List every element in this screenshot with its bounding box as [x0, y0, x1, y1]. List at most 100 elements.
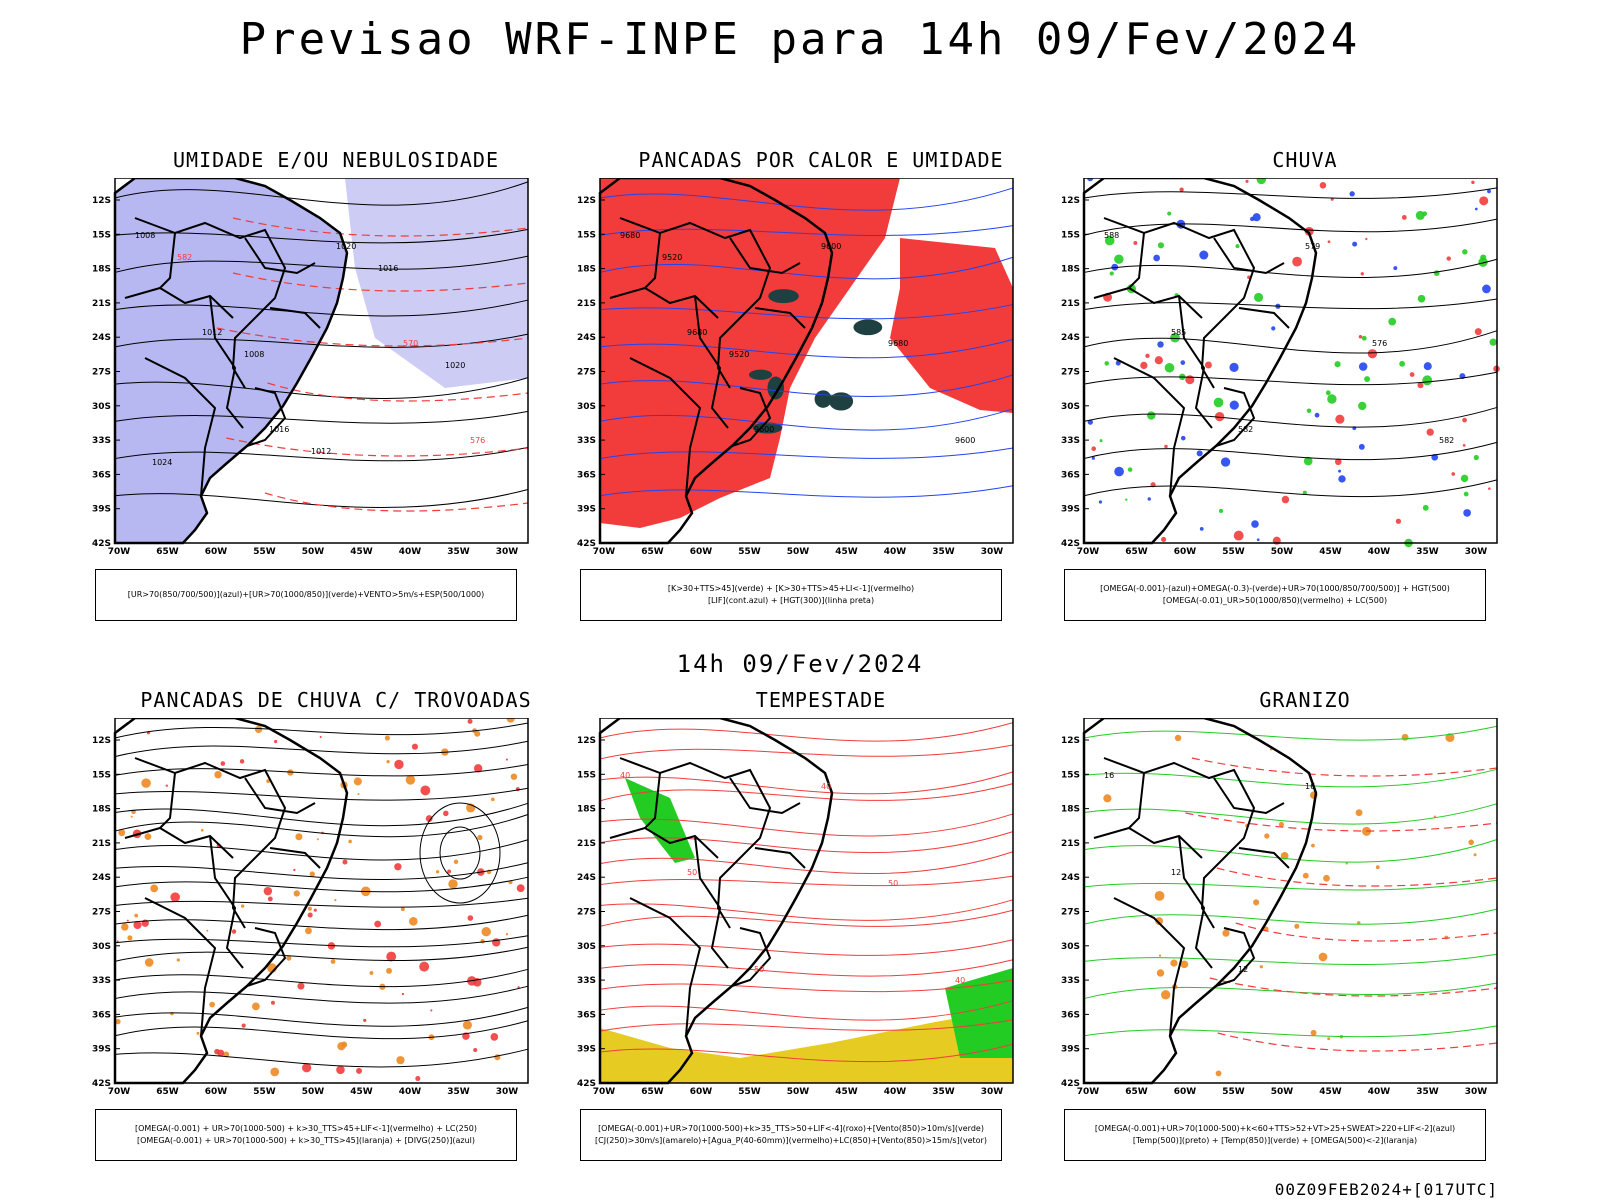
precip-cell	[1218, 508, 1224, 513]
contour-line	[1083, 982, 1498, 1000]
contour-label: 588	[1104, 231, 1119, 240]
precip-cell	[263, 886, 273, 896]
lon-tick-label: 70W	[1077, 1087, 1100, 1097]
lon-tick-label: 55W	[738, 1087, 761, 1097]
contour-label: 1008	[244, 350, 264, 359]
contour-label: 576	[1372, 339, 1387, 348]
lon-tick-label: 30W	[981, 1087, 1004, 1097]
precip-cell	[200, 828, 204, 832]
run-timestamp: 00Z09FEB2024+[017UTC]	[1274, 1180, 1498, 1199]
lat-tick-label: 27S	[577, 368, 596, 378]
precip-cell	[1154, 890, 1165, 901]
plot-frame	[114, 718, 529, 1084]
precip-cell	[1319, 182, 1327, 189]
panel-granizo: GRANIZO 16 12 12 16 12S 15S 18S 21S 24S 27S 30S 33S…	[1050, 688, 1560, 1188]
precip-cell	[505, 933, 509, 936]
precip-cell	[1358, 401, 1367, 411]
precip-cell	[1164, 362, 1175, 373]
streamline	[1083, 330, 1498, 354]
country-border	[1238, 307, 1290, 329]
contour-label: 50	[687, 868, 697, 877]
precip-cell	[510, 773, 518, 780]
precip-cell	[1345, 862, 1348, 865]
precip-cell	[1229, 400, 1239, 410]
map-plot: 1008 1012 1016 1020 570 576 582 1008 1012 1016 102…	[113, 178, 529, 545]
precip-cell	[1170, 959, 1178, 967]
lon-tick-label: 55W	[253, 547, 276, 557]
country-border	[731, 927, 772, 987]
contour-line	[599, 771, 1014, 795]
contour-line	[1083, 953, 1498, 965]
precip-cell	[1167, 211, 1172, 216]
contour-label: 1020	[336, 242, 356, 251]
streamline	[1083, 371, 1498, 386]
lon-tick-label: 40W	[399, 1087, 422, 1097]
precip-cell	[270, 1067, 280, 1077]
contour-line	[599, 187, 1014, 211]
contour-label: 16	[1104, 771, 1114, 780]
panel-chuva: CHUVA 588 585 582 579 576 582 12S 15S 18S 21S 24S 2…	[1050, 148, 1560, 648]
thickness-contour	[264, 492, 529, 512]
precip-cell	[467, 718, 473, 724]
lat-tick-label: 39S	[1061, 505, 1080, 515]
precip-cell	[1334, 458, 1342, 466]
instability-area	[600, 178, 900, 528]
lon-tick-label: 50W	[302, 547, 325, 557]
precip-cell	[1474, 207, 1478, 211]
precip-cell	[1145, 353, 1150, 359]
lon-tick-label: 35W	[932, 547, 955, 557]
precip-cell	[1104, 235, 1115, 246]
legend-box: [OMEGA(-0.001)+UR>70(1000-500)+k>35_TTS>…	[580, 1109, 1002, 1161]
precip-cell	[1253, 292, 1264, 302]
precip-cell	[1349, 191, 1355, 197]
contour-line	[1083, 725, 1498, 741]
lon-tick-label: 45W	[350, 547, 373, 557]
legend-box: [OMEGA(-0.001) + UR>70(1000-500) + k>30_…	[95, 1109, 517, 1161]
panel-title: CHUVA	[1272, 148, 1338, 172]
precip-cell	[1327, 1037, 1331, 1041]
precip-cell	[214, 770, 222, 779]
precip-cell	[1473, 853, 1477, 857]
precip-cell	[356, 1067, 363, 1074]
streamline	[1083, 258, 1498, 278]
precip-cell	[1215, 1070, 1222, 1077]
precip-cell	[1360, 272, 1364, 276]
precip-cell	[1302, 490, 1307, 495]
contour-label: 582	[1439, 436, 1454, 445]
lat-tick-label: 39S	[577, 1045, 596, 1055]
contour-line	[1083, 768, 1498, 788]
lat-tick-label: 24S	[1061, 333, 1080, 343]
precip-cell	[1474, 328, 1482, 336]
precip-cell	[1157, 242, 1165, 249]
precip-cell	[1311, 843, 1315, 848]
precip-cell	[309, 871, 315, 877]
lon-tick-label: 45W	[1319, 547, 1342, 557]
country-border	[244, 777, 316, 815]
precip-cell	[1463, 509, 1471, 517]
precip-cell	[1463, 491, 1469, 497]
lon-tick-label: 55W	[1222, 1087, 1245, 1097]
precip-cell	[411, 743, 419, 750]
precip-cell	[1294, 923, 1300, 929]
precip-cell	[1446, 256, 1451, 261]
lat-tick-label: 15S	[577, 230, 596, 240]
contour-label: 1012	[311, 447, 331, 456]
contour-label: 50	[888, 879, 898, 888]
lat-tick-label: 39S	[577, 505, 596, 515]
lat-tick-label: 27S	[1061, 908, 1080, 918]
lon-tick-label: 45W	[835, 547, 858, 557]
streamline	[1083, 479, 1498, 498]
contour-line	[599, 1000, 1014, 1021]
lon-tick-label: 30W	[496, 547, 519, 557]
precip-cell	[1179, 187, 1184, 192]
lon-tick-label: 70W	[1077, 547, 1100, 557]
contour-line	[599, 722, 1014, 742]
precip-cell	[176, 958, 180, 962]
thickness-contour	[232, 272, 529, 292]
precip-cell	[1310, 1029, 1317, 1036]
precip-cell	[386, 759, 390, 764]
precip-cell	[341, 1041, 348, 1048]
streamline	[114, 968, 529, 988]
precip-cell	[1417, 382, 1424, 389]
country-border	[619, 217, 772, 389]
